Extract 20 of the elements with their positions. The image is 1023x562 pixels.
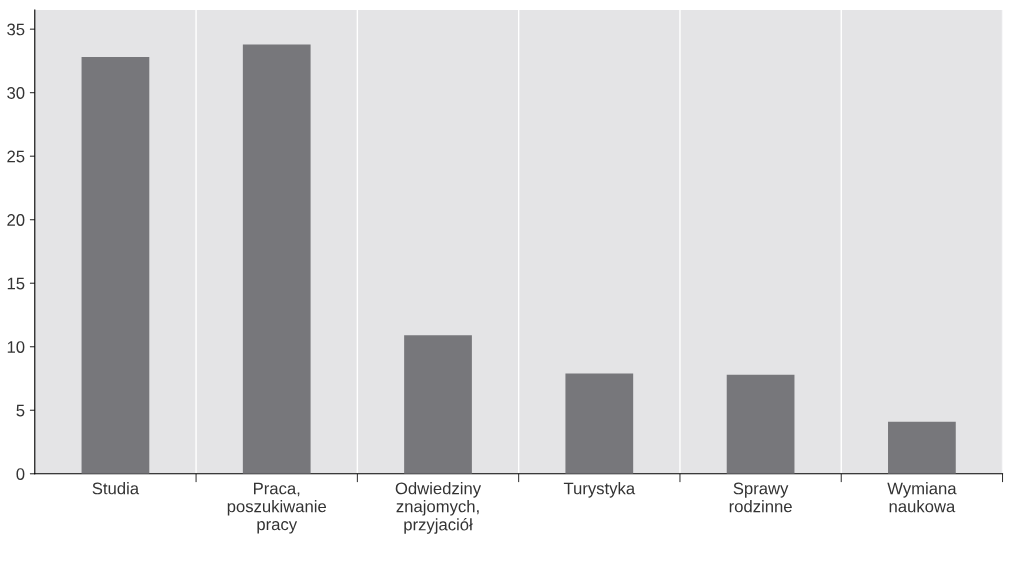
x-tick-label: Odwiedziny znajomych, przyjaciół (395, 482, 482, 534)
bar (81, 57, 150, 474)
x-tick-label: Praca, poszukiwanie pracy (227, 482, 327, 534)
bar (404, 335, 472, 474)
bar (565, 373, 634, 474)
y-tick-label: 0 (16, 468, 25, 480)
y-tick-label: 25 (7, 150, 25, 163)
x-tick-label: Sprawy rodzinne (729, 482, 792, 513)
bar (726, 374, 795, 474)
y-tick-label: 5 (16, 404, 25, 417)
x-tick-label: Turystyka (563, 482, 636, 498)
y-tick-label: 35 (7, 23, 25, 36)
bar (888, 421, 956, 474)
bar (242, 44, 311, 474)
x-tick-label: Studia (92, 482, 140, 495)
x-tick-label: Wymiana naukowa (887, 482, 957, 513)
y-tick-label: 30 (7, 87, 25, 99)
y-tick-label: 10 (7, 341, 25, 353)
y-tick-label: 20 (7, 214, 25, 226)
y-tick-label: 15 (7, 277, 25, 290)
